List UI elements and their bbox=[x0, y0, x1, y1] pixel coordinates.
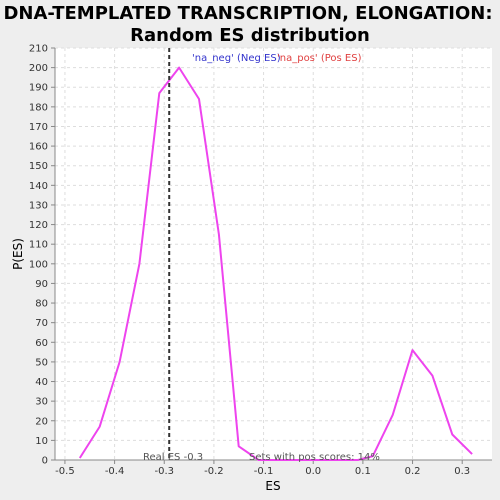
y-tick-label-15: 150 bbox=[29, 161, 48, 172]
y-tick-label-9: 90 bbox=[35, 279, 48, 290]
y-tick-label-12: 120 bbox=[29, 220, 48, 231]
y-tick-label-11: 110 bbox=[29, 240, 48, 251]
legend-entry-neg: 'na_neg' (Neg ES) bbox=[192, 53, 281, 64]
y-tick-label-20: 200 bbox=[29, 63, 48, 74]
legend-entry-pos: 'na_pos' (Pos ES) bbox=[277, 53, 362, 64]
y-tick-label-13: 130 bbox=[29, 200, 48, 211]
y-tick-label-7: 70 bbox=[35, 318, 48, 329]
y-tick-label-21: 210 bbox=[29, 44, 48, 55]
y-tick-label-18: 180 bbox=[29, 102, 48, 113]
y-tick-label-2: 20 bbox=[35, 416, 48, 427]
y-tick-label-1: 10 bbox=[35, 436, 48, 447]
y-tick-label-8: 80 bbox=[35, 299, 48, 310]
x-tick-label-8: 0.3 bbox=[454, 466, 470, 477]
y-tick-label-4: 40 bbox=[35, 377, 48, 388]
x-tick-label-7: 0.2 bbox=[405, 466, 421, 477]
y-tick-label-14: 140 bbox=[29, 181, 48, 192]
x-tick-label-1: -0.4 bbox=[105, 466, 125, 477]
y-tick-label-0: 0 bbox=[42, 456, 48, 467]
x-tick-label-2: -0.3 bbox=[154, 466, 174, 477]
x-axis-label: ES bbox=[265, 479, 280, 493]
y-tick-label-17: 170 bbox=[29, 122, 48, 133]
y-tick-label-19: 190 bbox=[29, 83, 48, 94]
x-tick-label-0: -0.5 bbox=[55, 466, 75, 477]
y-axis: 0 10 20 30 40 50 60 70 80 90 100 110 120 130 140 150 160… bbox=[29, 44, 56, 467]
y-tick-label-16: 160 bbox=[29, 142, 48, 153]
real-es-label: Real ES -0.3 bbox=[143, 452, 203, 463]
y-tick-label-10: 100 bbox=[29, 259, 48, 270]
x-tick-label-6: 0.1 bbox=[355, 466, 371, 477]
chart-title-line2: Random ES distribution bbox=[130, 25, 370, 46]
x-tick-label-4: -0.1 bbox=[254, 466, 274, 477]
grid bbox=[55, 47, 492, 461]
series-layer bbox=[78, 66, 473, 461]
plot-area bbox=[55, 48, 492, 460]
x-tick-label-5: 0.0 bbox=[305, 466, 321, 477]
y-axis-label: P(ES) bbox=[11, 238, 25, 270]
x-tick-label-3: -0.2 bbox=[204, 466, 224, 477]
chart-title-line1: DNA-TEMPLATED TRANSCRIPTION, ELONGATION: bbox=[3, 3, 492, 24]
y-tick-label-3: 30 bbox=[35, 397, 48, 408]
legend: 'na_neg' (Neg ES) 'na_pos' (Pos ES) bbox=[192, 53, 362, 64]
y-tick-label-6: 60 bbox=[35, 338, 48, 349]
pos-scores-label: Sets with pos scores: 14% bbox=[249, 452, 380, 463]
series-line-0 bbox=[78, 66, 473, 461]
y-tick-label-5: 50 bbox=[35, 357, 48, 368]
